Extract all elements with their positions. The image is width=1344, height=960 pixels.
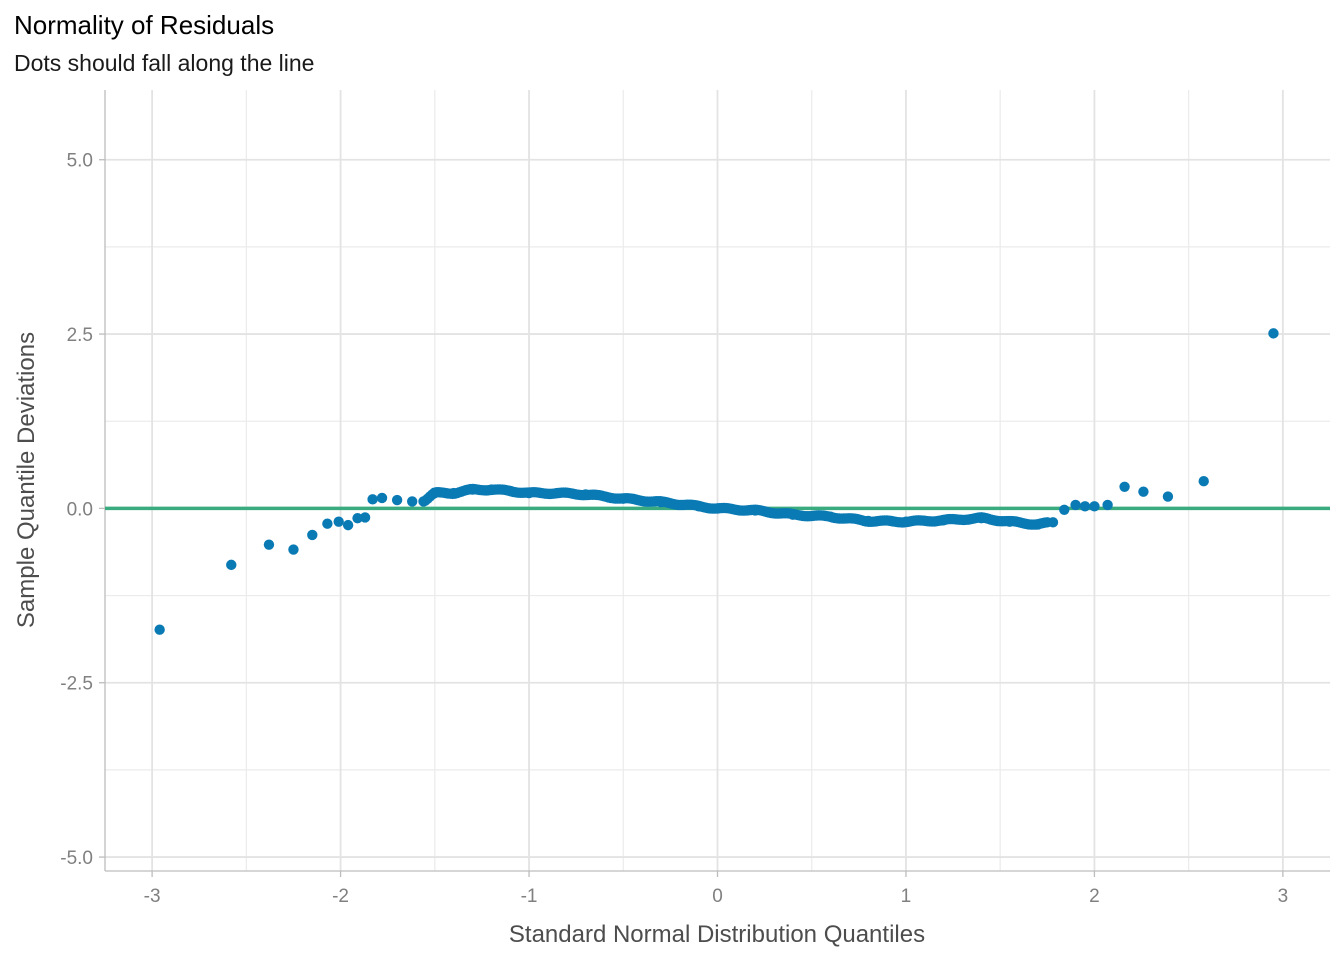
x-tick-label: -1 bbox=[521, 886, 538, 907]
grid-lines bbox=[105, 90, 1330, 871]
x-tick-label: -3 bbox=[144, 886, 161, 907]
data-point bbox=[322, 518, 333, 529]
data-point bbox=[1119, 481, 1130, 492]
data-point bbox=[391, 494, 403, 506]
y-tick-label: 2.5 bbox=[67, 325, 93, 346]
data-point bbox=[1089, 501, 1100, 512]
x-tick-label: -2 bbox=[332, 886, 349, 907]
y-tick-label: 5.0 bbox=[67, 151, 93, 172]
x-tick-label: 1 bbox=[901, 886, 912, 907]
tick-labels: -3 -2 -1 0 1 2 3 -5.0 -2.5 0.0 2.5 5.0 bbox=[60, 151, 1288, 907]
y-tick-label: 0.0 bbox=[67, 499, 93, 520]
y-axis-title: Sample Quantile Deviations bbox=[13, 332, 40, 628]
x-tick-label: 0 bbox=[712, 886, 723, 907]
data-point bbox=[406, 496, 418, 507]
data-point bbox=[288, 544, 299, 555]
data-point bbox=[1070, 499, 1081, 511]
chart-title: Normality of Residuals bbox=[14, 10, 275, 40]
data-point bbox=[352, 512, 363, 524]
data-points bbox=[154, 328, 1279, 635]
y-tick-label: -2.5 bbox=[60, 674, 93, 695]
x-tick-label: 3 bbox=[1278, 886, 1289, 907]
data-point bbox=[263, 539, 275, 550]
data-point bbox=[1102, 499, 1113, 511]
data-point bbox=[1042, 517, 1053, 528]
data-point bbox=[154, 624, 165, 635]
data-point bbox=[1268, 328, 1279, 339]
x-axis-title: Standard Normal Distribution Quantiles bbox=[509, 921, 925, 948]
data-point bbox=[1059, 504, 1070, 515]
data-point bbox=[333, 516, 344, 527]
data-point bbox=[376, 492, 388, 504]
data-point bbox=[226, 559, 237, 571]
y-tick-label: -5.0 bbox=[60, 848, 93, 869]
data-point bbox=[307, 529, 318, 541]
data-point bbox=[359, 512, 371, 523]
data-point bbox=[342, 519, 354, 531]
data-point bbox=[1198, 475, 1209, 487]
data-point bbox=[1138, 486, 1149, 497]
data-point bbox=[1162, 491, 1174, 502]
chart-subtitle: Dots should fall along the line bbox=[14, 50, 315, 76]
data-point bbox=[1079, 501, 1091, 512]
x-tick-label: 2 bbox=[1089, 886, 1100, 907]
data-point bbox=[367, 494, 378, 505]
axes bbox=[99, 90, 1330, 877]
